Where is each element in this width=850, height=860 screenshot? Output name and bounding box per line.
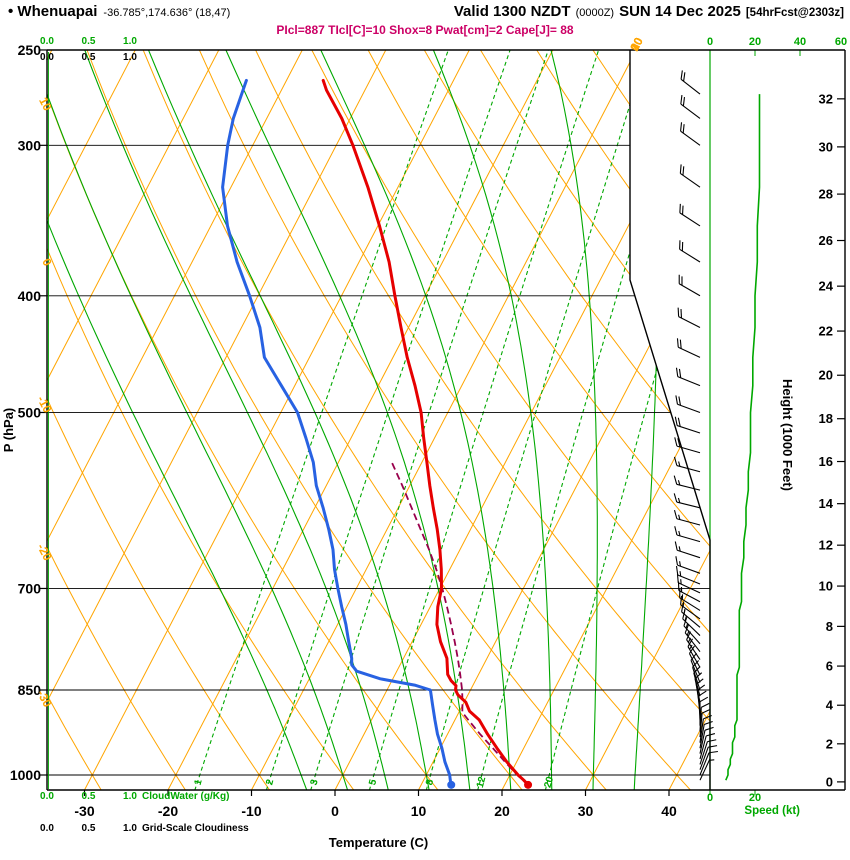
svg-text:0: 0 <box>707 36 713 48</box>
svg-text:60: 60 <box>835 36 847 48</box>
svg-text:20: 20 <box>749 792 761 804</box>
valid-time-group: Valid 1300 NZDT (0000Z) SUN 14 Dec 2025 … <box>454 3 844 20</box>
pressure-gridlines <box>47 144 710 776</box>
station-coords: -36.785°,174.636° (18,47) <box>103 7 231 19</box>
svg-text:10: 10 <box>627 35 646 54</box>
svg-text:1.0: 1.0 <box>123 36 137 47</box>
svg-text:400: 400 <box>18 288 42 304</box>
svg-text:10: 10 <box>411 803 427 819</box>
svg-text:0.5: 0.5 <box>82 36 96 47</box>
svg-text:Speed (kt): Speed (kt) <box>744 805 800 817</box>
svg-text:0.5: 0.5 <box>82 52 96 63</box>
svg-text:3: 3 <box>309 778 321 787</box>
dewpoint-curve <box>221 78 453 787</box>
svg-text:-30: -30 <box>74 803 94 819</box>
svg-text:18: 18 <box>819 411 833 426</box>
svg-text:4: 4 <box>826 698 834 713</box>
moist-adiabats <box>47 50 660 790</box>
svg-text:8: 8 <box>424 778 436 787</box>
svg-text:30: 30 <box>578 803 594 819</box>
svg-text:16: 16 <box>819 454 833 469</box>
svg-text:0: 0 <box>826 774 833 789</box>
svg-text:0.0: 0.0 <box>40 791 54 802</box>
svg-text:30: 30 <box>819 139 833 154</box>
mixing-ratio-lines <box>194 50 710 790</box>
isotherms <box>47 50 710 790</box>
svg-text:Temperature (C): Temperature (C) <box>329 835 428 850</box>
temperature-curve <box>321 78 530 787</box>
svg-text:CloudWater (g/Kg): CloudWater (g/Kg) <box>142 791 229 802</box>
title-bar: • Whenuapai -36.785°,174.636° (18,47) Va… <box>8 3 844 20</box>
svg-text:0.0: 0.0 <box>40 823 54 834</box>
svg-text:1.0: 1.0 <box>123 791 137 802</box>
valid-zulu: (0000Z) <box>575 7 615 19</box>
svg-text:20: 20 <box>627 35 646 54</box>
svg-text:Height (1000 Feet): Height (1000 Feet) <box>780 379 795 491</box>
svg-text:8: 8 <box>826 619 833 634</box>
svg-text:2: 2 <box>826 736 833 751</box>
svg-text:14: 14 <box>819 496 834 511</box>
svg-text:850: 850 <box>18 682 42 698</box>
svg-text:10: 10 <box>819 579 833 594</box>
svg-text:1.0: 1.0 <box>123 823 137 834</box>
wind-barbs <box>673 70 718 781</box>
svg-text:6: 6 <box>826 659 833 674</box>
svg-text:10: 10 <box>36 95 55 114</box>
grid-layer <box>47 50 710 790</box>
svg-text:0.5: 0.5 <box>82 823 96 834</box>
svg-text:24: 24 <box>819 279 834 294</box>
svg-text:26: 26 <box>819 233 833 248</box>
svg-text:2: 2 <box>264 778 276 787</box>
svg-text:0: 0 <box>331 803 339 819</box>
speed-curve <box>725 94 761 781</box>
svg-text:-10: -10 <box>241 803 261 819</box>
svg-text:32: 32 <box>819 91 833 106</box>
surface-temperature-dot <box>524 780 533 789</box>
valid-date: SUN 14 Dec 2025 <box>619 3 741 20</box>
svg-text:Grid-Scale Cloudiness: Grid-Scale Cloudiness <box>142 823 249 834</box>
svg-text:P (hPa): P (hPa) <box>1 408 16 453</box>
svg-text:28: 28 <box>819 187 833 202</box>
svg-text:500: 500 <box>18 404 42 420</box>
sounding-profiles <box>221 78 533 789</box>
svg-text:250: 250 <box>18 42 42 58</box>
svg-text:20: 20 <box>749 36 761 48</box>
svg-text:0: 0 <box>707 792 713 804</box>
svg-text:-20: -20 <box>158 803 178 819</box>
plot-frame <box>46 49 846 791</box>
svg-text:12: 12 <box>819 538 833 553</box>
svg-text:-20: -20 <box>34 541 55 563</box>
parcel-curve <box>390 461 529 786</box>
svg-text:20: 20 <box>494 803 510 819</box>
svg-text:20: 20 <box>543 775 557 789</box>
svg-text:20: 20 <box>819 368 833 383</box>
svg-text:5: 5 <box>367 778 379 787</box>
station-name: • Whenuapai <box>8 3 98 20</box>
svg-text:300: 300 <box>18 137 42 153</box>
valid-time: Valid 1300 NZDT <box>453 3 571 20</box>
forecast-lead: [54hrFcst@2303z] <box>745 7 844 19</box>
svg-text:40: 40 <box>794 36 806 48</box>
svg-text:1: 1 <box>193 778 205 787</box>
svg-text:1.0: 1.0 <box>123 52 137 63</box>
svg-text:22: 22 <box>819 324 833 339</box>
svg-text:700: 700 <box>18 580 42 596</box>
surface-dewpoint-dot <box>447 780 456 789</box>
svg-text:30: 30 <box>627 35 646 54</box>
stability-indices: PIcl=887 TIcl[C]=10 Shox=8 Pwat[cm]=2 Ca… <box>276 23 574 37</box>
svg-text:40: 40 <box>661 803 677 819</box>
svg-text:0.0: 0.0 <box>40 36 54 47</box>
svg-text:0.5: 0.5 <box>82 791 96 802</box>
dry-adiabats <box>47 50 710 790</box>
svg-text:12: 12 <box>475 775 489 789</box>
svg-text:0.0: 0.0 <box>40 52 54 63</box>
svg-text:1000: 1000 <box>10 767 41 783</box>
